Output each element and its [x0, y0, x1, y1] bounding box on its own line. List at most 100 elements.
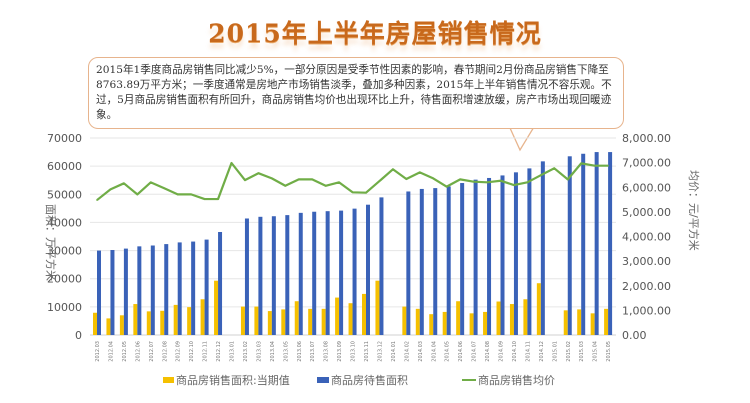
bar-sales-area — [119, 315, 124, 335]
line-point — [459, 178, 461, 181]
bar-unsold-area — [244, 218, 249, 335]
bar-unsold-area — [608, 152, 613, 335]
right-tick-label: 8,000.00 — [622, 132, 671, 145]
bar-sales-area — [240, 306, 245, 335]
line-point — [109, 188, 112, 191]
bar-unsold-area — [460, 183, 465, 335]
line-point — [338, 181, 340, 184]
x-tick-label: 2014.08 — [485, 341, 491, 362]
line-point — [607, 164, 609, 167]
line-point — [526, 181, 529, 184]
line-point — [203, 198, 206, 200]
bar-unsold-area — [594, 152, 599, 335]
x-tick-label: 2013.01 — [230, 341, 236, 362]
bar-unsold-area — [487, 177, 492, 335]
left-tick-label: 20000 — [47, 273, 82, 286]
x-tick-label: 2013.10 — [351, 341, 357, 362]
x-tick-label: 2012.09 — [176, 341, 182, 362]
line-point — [163, 187, 166, 190]
x-tick-label: 2012.03 — [95, 341, 101, 362]
left-tick-label: 70000 — [47, 132, 82, 145]
bar-unsold-area — [527, 168, 532, 335]
bar-sales-area — [429, 314, 434, 335]
bar-sales-area — [563, 310, 568, 335]
x-tick-label: 2014.05 — [445, 341, 451, 362]
bar-sales-area — [348, 303, 353, 335]
x-tick-label: 2013.05 — [283, 341, 289, 362]
x-tick-label: 2013.12 — [377, 341, 383, 362]
bar-sales-area — [604, 308, 609, 335]
x-tick-label: 2012.04 — [108, 341, 114, 362]
x-tick-label: 2014.11 — [525, 341, 531, 362]
bar-sales-area — [294, 301, 299, 335]
line-point — [553, 167, 556, 170]
bar-sales-area — [214, 280, 219, 335]
bar-sales-area — [106, 318, 111, 335]
x-tick-label: 2014.02 — [404, 341, 410, 362]
line-point — [378, 180, 381, 182]
bar-sales-area — [483, 311, 488, 335]
x-tick-label: 2014.04 — [431, 341, 437, 362]
line-point — [176, 193, 179, 196]
x-tick-label: 2014.01 — [391, 341, 397, 362]
x-tick-label: 2013.03 — [256, 341, 262, 362]
bar-unsold-area — [285, 215, 290, 335]
left-tick-label: 40000 — [47, 216, 82, 229]
line-point — [486, 181, 488, 184]
bar-sales-area — [402, 306, 407, 335]
bar-unsold-area — [581, 153, 586, 335]
bar-sales-area — [442, 311, 447, 335]
page-title: 2015年上半年房屋销售情况 — [208, 19, 542, 48]
bar-sales-area — [146, 311, 151, 335]
bar-sales-area — [523, 299, 528, 335]
left-tick-label: 50000 — [47, 188, 82, 201]
bar-sales-area — [160, 310, 165, 335]
bar-sales-area — [536, 283, 541, 335]
line-point — [432, 177, 435, 180]
line-point — [580, 162, 582, 165]
bar-unsold-area — [352, 208, 357, 335]
line-point — [257, 172, 260, 175]
bar-sales-area — [133, 304, 138, 335]
bar-sales-area — [267, 311, 272, 335]
bar-unsold-area — [298, 212, 303, 335]
bar-unsold-area — [258, 216, 263, 335]
bar-unsold-area — [567, 156, 572, 335]
left-axis-label: 面积：万平方米 — [44, 204, 58, 281]
x-tick-label: 2013.02 — [243, 341, 249, 362]
x-tick-label: 2015.01 — [552, 341, 558, 362]
x-tick-label: 2014.07 — [472, 341, 478, 362]
x-tick-label: 2012.07 — [149, 341, 155, 362]
line-point — [123, 182, 125, 185]
right-tick-label: 5,000.00 — [622, 206, 671, 219]
bar-unsold-area — [271, 216, 276, 335]
x-tick-label: 2012.06 — [135, 341, 141, 362]
line-point — [136, 193, 139, 196]
x-tick-label: 2013.08 — [324, 341, 330, 362]
left-tick-label: 0 — [75, 329, 82, 342]
x-tick-label: 2012.05 — [122, 341, 128, 362]
bar-sales-area — [335, 297, 340, 335]
x-tick-label: 2015.04 — [593, 341, 599, 362]
line-point — [513, 184, 515, 186]
bar-unsold-area — [513, 172, 518, 335]
bar-sales-area — [321, 308, 326, 335]
x-tick-label: 2013.09 — [337, 341, 343, 362]
bar-unsold-area — [339, 210, 344, 335]
bar-unsold-area — [191, 241, 196, 335]
right-tick-label: 4,000.00 — [622, 231, 671, 244]
line-point — [445, 185, 448, 188]
bar-sales-area — [577, 309, 582, 335]
bar-unsold-area — [379, 197, 384, 335]
line-point — [311, 178, 314, 181]
bar-sales-area — [496, 301, 501, 335]
bar-unsold-area — [419, 188, 424, 335]
line-point — [365, 191, 367, 194]
bar-unsold-area — [110, 250, 115, 335]
line-point — [150, 181, 152, 184]
line-point — [284, 184, 287, 187]
bar-unsold-area — [97, 250, 101, 335]
legend-label: 商品房销售均价 — [478, 373, 555, 387]
bar-unsold-area — [473, 179, 478, 335]
